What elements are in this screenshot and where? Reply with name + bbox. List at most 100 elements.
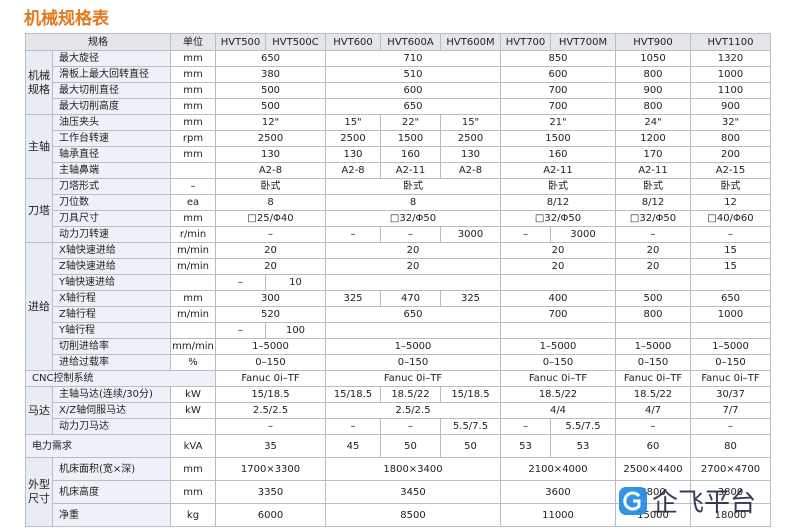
value-cell: 3000 — [550, 226, 616, 243]
item-label: 油压夹头 — [52, 114, 171, 131]
value-cell: 4/4 — [500, 402, 616, 419]
value-cell: – — [380, 418, 441, 435]
header-model: HVT600A — [380, 33, 441, 51]
value-cell: 130 — [215, 146, 326, 163]
value-cell: 18000 — [690, 503, 771, 527]
unit-cell: kW — [170, 402, 216, 419]
value-cell: 80 — [690, 434, 771, 458]
value-cell: A2-8 — [325, 162, 381, 179]
section-label: CNC控制系统 — [25, 370, 216, 387]
value-cell: 2.5/2.5 — [215, 402, 326, 419]
value-cell: 18.5/22 — [615, 386, 691, 403]
header-model: HVT600M — [440, 33, 501, 51]
spec-row: 滑板上最大回转直径 mm 380 510 600 800 1000 — [26, 66, 771, 83]
spec-row: 动力刀马达 – – –5.5/7.5–5.5/7.5– – — [26, 418, 771, 435]
header-model: HVT500 — [215, 33, 266, 51]
watermark-text: 企飞平台 — [652, 488, 757, 518]
value-cell: 35 — [215, 434, 326, 458]
value-cell: 2.5/2.5 — [325, 402, 501, 419]
value-cell: 2500 — [440, 130, 501, 147]
value-cell: 20 — [615, 242, 691, 259]
unit-cell: mm — [170, 50, 216, 67]
value-cell: – — [500, 226, 551, 243]
value-cell: 15/18.5 — [440, 386, 501, 403]
value-cell: 170 — [615, 146, 691, 163]
unit-cell: m/min — [170, 242, 216, 259]
unit-cell — [170, 162, 216, 179]
spec-row: 切削进给率 mm/min 1–5000 1–5000 1–5000 1–5000 1–500… — [26, 338, 771, 355]
value-cell: 53 — [500, 434, 551, 458]
watermark: 企飞平台 — [618, 482, 756, 519]
value-cell: 325 — [325, 290, 381, 307]
item-label: 刀塔形式 — [52, 178, 171, 195]
value-cell: 0–150 — [325, 354, 501, 371]
value-cell: – — [325, 226, 381, 243]
value-cell: 32" — [690, 114, 771, 131]
unit-cell: mm — [170, 480, 216, 504]
value-cell: – — [615, 226, 691, 243]
unit-cell — [170, 322, 216, 339]
item-label: 主轴鼻端 — [52, 162, 171, 179]
value-cell: 18.5/22 — [380, 386, 441, 403]
spec-row: Z轴行程 m/min 520 650 700 800 1000 — [26, 306, 771, 323]
section-row: CNC控制系统 Fanuc 0i–TF Fanuc 0i–TF Fanuc 0i–TF… — [25, 370, 771, 387]
value-cell: 0–150 — [615, 354, 691, 371]
value-cell: – — [690, 226, 771, 243]
item-label: Z轴快速进给 — [52, 258, 171, 275]
item-label: 动力刀转速 — [52, 226, 171, 243]
value-cell: □25/Φ40 — [215, 210, 326, 227]
watermark-logo — [619, 486, 647, 515]
header-model: HVT1100 — [690, 33, 771, 51]
value-cell: 8/12 — [615, 194, 691, 211]
value-cell: 650 — [690, 290, 771, 307]
item-label: Z轴行程 — [52, 306, 171, 323]
spec-row: Y轴快速进给 –10 — [26, 274, 771, 291]
value-cell — [500, 322, 616, 339]
value-cell: Fanuc 0i–TF — [500, 370, 616, 387]
value-cell: 50 — [380, 434, 441, 458]
spec-row: 主轴 油压夹头 mm 12" 15" 22" 15" 21" 24" 32" — [25, 114, 771, 179]
value-cell: 2500 — [325, 130, 381, 147]
value-cell — [325, 274, 501, 291]
value-cell: 500 — [615, 290, 691, 307]
group-label: 主轴 — [25, 114, 53, 179]
unit-cell: m/min — [170, 258, 216, 275]
value-cell: 1–5000 — [615, 338, 691, 355]
unit-cell: r/min — [170, 226, 216, 243]
value-cell: 15" — [440, 114, 501, 131]
item-label: 进给过载率 — [52, 354, 171, 371]
value-cell: 700 — [500, 82, 616, 99]
unit-cell: mm — [170, 210, 216, 227]
unit-cell: kVA — [170, 434, 216, 458]
value-cell — [690, 274, 771, 291]
spec-row: Z轴快速进给 m/min 20 20 20 20 15 — [26, 258, 771, 275]
value-cell: 8500 — [325, 503, 501, 527]
unit-cell: rpm — [170, 130, 216, 147]
value-cell: 20 — [500, 258, 616, 275]
header-model: HVT700M — [550, 33, 616, 51]
item-label: 净重 — [52, 503, 171, 527]
value-cell: □32/Φ50 — [615, 210, 691, 227]
value-cell: 15 — [690, 242, 771, 259]
value-cell: – — [215, 322, 266, 339]
value-cell: 500 — [215, 82, 326, 99]
value-cell: 20 — [500, 242, 616, 259]
value-cell: 12 — [690, 194, 771, 211]
value-cell — [690, 322, 771, 339]
value-cell: 20 — [215, 242, 326, 259]
value-cell: Fanuc 0i–TF — [690, 370, 771, 387]
header-row: 规格 单位 HVT500 HVT500C HVT600 HVT600A HVT600M HVT… — [25, 33, 771, 51]
value-cell — [500, 274, 616, 291]
value-cell: 600 — [325, 82, 501, 99]
group-label: 机械规格 — [25, 50, 53, 115]
item-label: X轴行程 — [52, 290, 171, 307]
item-label: 刀位数 — [52, 194, 171, 211]
value-cell — [615, 274, 691, 291]
value-cell: □32/Φ50 — [325, 210, 501, 227]
unit-cell: mm/min — [170, 338, 216, 355]
value-cell: □40/Φ60 — [690, 210, 771, 227]
item-label: 滑板上最大回转直径 — [52, 66, 171, 83]
value-cell: 650 — [325, 98, 501, 115]
value-cell: 15 — [690, 258, 771, 275]
